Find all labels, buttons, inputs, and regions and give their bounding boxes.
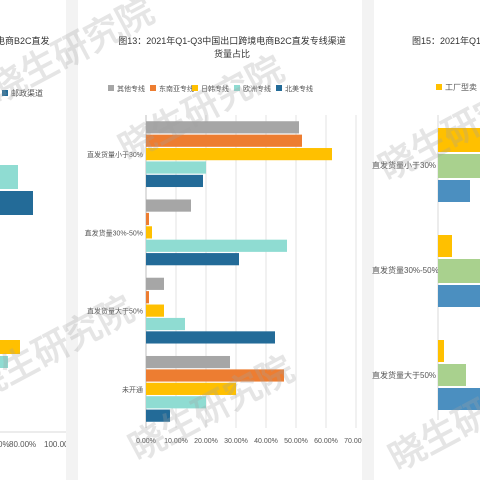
legend-label: 北美专线 [285,84,313,93]
right-bar [438,364,466,386]
x-tick-label: 70.00% [344,438,368,445]
bar [146,199,191,212]
right-chart-title: 图15：2021年Q1 [412,35,480,46]
bar [146,291,149,304]
legend-swatch [150,85,156,91]
left-x-tick: 80.00% [9,440,36,449]
right-bar [438,180,470,202]
right-y-category: 直发货量小于30% [372,160,436,170]
right-bar [438,259,480,283]
x-tick-label: 40.00% [254,438,278,445]
panel-divider [66,0,78,480]
bar [146,317,185,331]
bar [146,396,206,409]
bar [146,121,299,134]
x-tick-label: 60.00% [314,438,338,445]
x-tick-label: 20.00% [194,438,218,445]
chart-legend: 其他专线 东南亚专线 日韩专线 欧洲专线 北美专线 [108,84,313,93]
right-bar [438,340,444,362]
center-chart-panel: 图13：2021年Q1-Q3中国出口跨境电商B2C直发专线渠道 货量占比 其他专… [78,0,368,480]
bar [146,161,206,174]
legend-label: 日韩专线 [201,84,229,93]
left-legend-label: 邮政渠道 [11,88,43,98]
bar [146,134,302,147]
legend-swatch [192,85,198,91]
bar [146,253,239,266]
left-chart-panel: 电商B2C直发 邮政渠道 0% 80.00% 100.00% [0,0,78,480]
bar [146,148,332,161]
panel-divider [362,0,374,480]
legend-swatch [108,85,114,91]
left-bar [0,356,8,368]
chart-y-categories: 直发货量小于30% 直发货量30%-50% 直发货量大于50% 未开通 [85,150,143,394]
y-category-label: 直发货量大于50% [87,307,143,316]
y-category-label: 直发货量小于30% [87,150,143,159]
y-category-label: 直发货量30%-50% [85,228,143,237]
right-bar [438,388,480,410]
chart-title-line-2: 货量占比 [214,48,250,59]
bar [146,226,152,239]
bar [146,331,275,344]
bar [146,212,149,226]
right-bar [438,128,480,152]
bar [146,277,164,290]
chart-x-ticks: 0.00% 10.00% 20.00% 30.00% 40.00% 50.00% 60.00… [136,438,368,445]
left-x-tick: 100.00% [44,440,76,449]
left-bar [0,191,33,215]
left-bar [0,165,18,189]
right-bar [438,285,480,307]
legend-swatch [234,85,240,91]
bar [146,304,164,317]
bar [146,369,284,382]
left-legend-swatch [2,90,8,96]
right-y-category: 直发货量30%-50% [372,265,439,275]
right-legend-swatch [436,84,442,90]
chart-bars [146,121,332,422]
right-chart-panel: 图15：2021年Q1 工厂型卖 直发货量小于30% 直发货量30%-50% 直… [368,0,480,480]
center-chart-svg: 图13：2021年Q1-Q3中国出口跨境电商B2C直发专线渠道 货量占比 其他专… [85,35,368,445]
x-tick-label: 0.00% [136,438,156,445]
right-y-category: 直发货量大于50% [372,370,436,380]
bar [146,239,287,252]
legend-label: 东南亚专线 [159,84,194,93]
bar [146,409,170,422]
right-bar [438,235,452,257]
bar [146,174,203,188]
chart-title-line-1: 图13：2021年Q1-Q3中国出口跨境电商B2C直发专线渠道 [118,35,346,46]
x-tick-label: 50.00% [284,438,308,445]
right-chart-svg: 图15：2021年Q1 工厂型卖 直发货量小于30% 直发货量30%-50% 直… [372,35,480,420]
legend-swatch [276,85,282,91]
y-category-label: 未开通 [122,385,143,394]
x-tick-label: 30.00% [224,438,248,445]
left-chart-title: 电商B2C直发 [0,35,50,46]
left-bar [0,340,20,354]
right-bar [438,154,480,178]
bar [146,382,236,395]
x-tick-label: 10.00% [164,438,188,445]
legend-label: 欧洲专线 [243,84,271,93]
legend-label: 其他专线 [117,84,145,93]
left-x-tick: 0% [0,440,10,449]
bar [146,355,230,369]
right-legend-label: 工厂型卖 [445,83,477,92]
left-chart-svg: 电商B2C直发 邮政渠道 0% 80.00% 100.00% [0,35,78,449]
